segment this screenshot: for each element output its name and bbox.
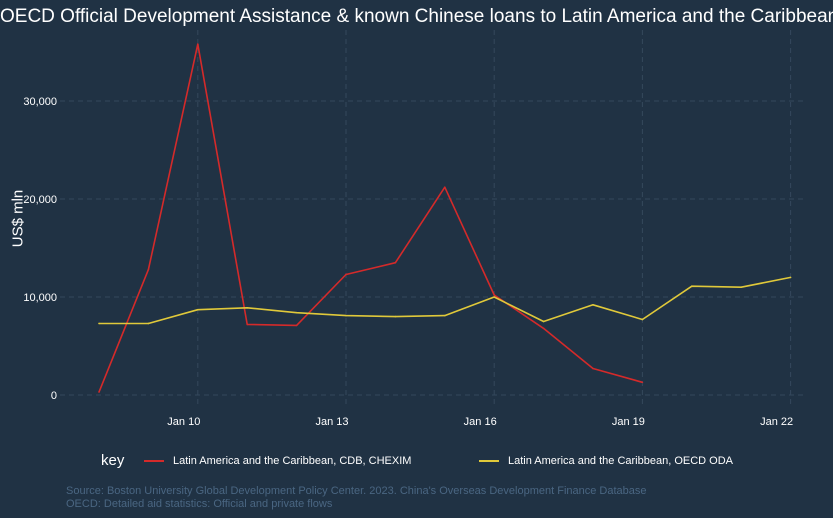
data-point-0 (592, 367, 594, 370)
legend-title: key (101, 452, 125, 469)
data-point-1 (394, 315, 397, 318)
y-axis-label: US$ mln (9, 189, 27, 248)
data-point-1 (641, 318, 644, 321)
data-point-1 (246, 306, 248, 309)
data-point-1 (444, 314, 446, 317)
data-point-0 (197, 43, 199, 45)
legend: key Latin America and the Caribbean, CDB… (0, 452, 833, 472)
source-caption: Source: Boston University Global Develop… (66, 485, 647, 497)
legend-item-cdb-chexim: Latin America and the Caribbean, CDB, CH… (144, 455, 411, 467)
oecd-caption: OECD: Detailed aid statistics: Official … (66, 498, 333, 510)
data-point-0 (444, 186, 446, 189)
data-point-0 (246, 323, 248, 326)
x-tick-label: Jan 22 (760, 416, 793, 428)
y-tick-label: 20,000 (23, 194, 57, 206)
legend-swatch-red (144, 460, 164, 462)
data-point-1 (98, 322, 100, 325)
legend-swatch-yellow (479, 460, 499, 462)
x-tick-label: Jan 10 (167, 416, 200, 428)
grid-layer (60, 30, 805, 408)
data-point-0 (98, 391, 100, 393)
data-point-0 (641, 381, 644, 384)
data-point-0 (147, 268, 150, 271)
legend-item-oecd-oda: Latin America and the Caribbean, OECD OD… (479, 455, 733, 467)
data-point-0 (394, 261, 397, 264)
data-point-1 (740, 286, 742, 289)
data-point-1 (691, 285, 693, 288)
x-tick-label: Jan 16 (464, 416, 497, 428)
data-point-1 (789, 276, 792, 279)
data-point-1 (295, 311, 298, 314)
data-point-1 (592, 304, 594, 306)
x-tick-label: Jan 13 (315, 416, 348, 428)
data-point-1 (147, 322, 150, 325)
legend-label-cdb-chexim: Latin America and the Caribbean, CDB, CH… (173, 455, 412, 467)
data-point-0 (345, 273, 347, 276)
x-tick-label: Jan 19 (612, 416, 645, 428)
data-point-1 (493, 296, 496, 298)
legend-label-oecd-oda: Latin America and the Caribbean, OECD OD… (508, 455, 734, 467)
data-point-1 (197, 308, 199, 311)
series-layer (98, 43, 792, 393)
data-point-1 (345, 314, 347, 317)
series-line-1 (99, 276, 791, 325)
data-point-0 (493, 294, 496, 296)
chart-title: OECD Official Development Assistance & k… (0, 6, 833, 27)
tick-label-layer: 0 10,000 20,000 30,000 Jan 10 Jan 13 Jan 16 Jan… (23, 96, 793, 428)
series-line-0 (98, 43, 643, 393)
y-tick-label: 10,000 (23, 292, 57, 304)
y-tick-label: 30,000 (23, 96, 57, 108)
data-point-0 (295, 324, 298, 327)
data-point-1 (542, 320, 545, 323)
data-point-0 (542, 327, 545, 330)
y-tick-label: 0 (51, 390, 57, 402)
